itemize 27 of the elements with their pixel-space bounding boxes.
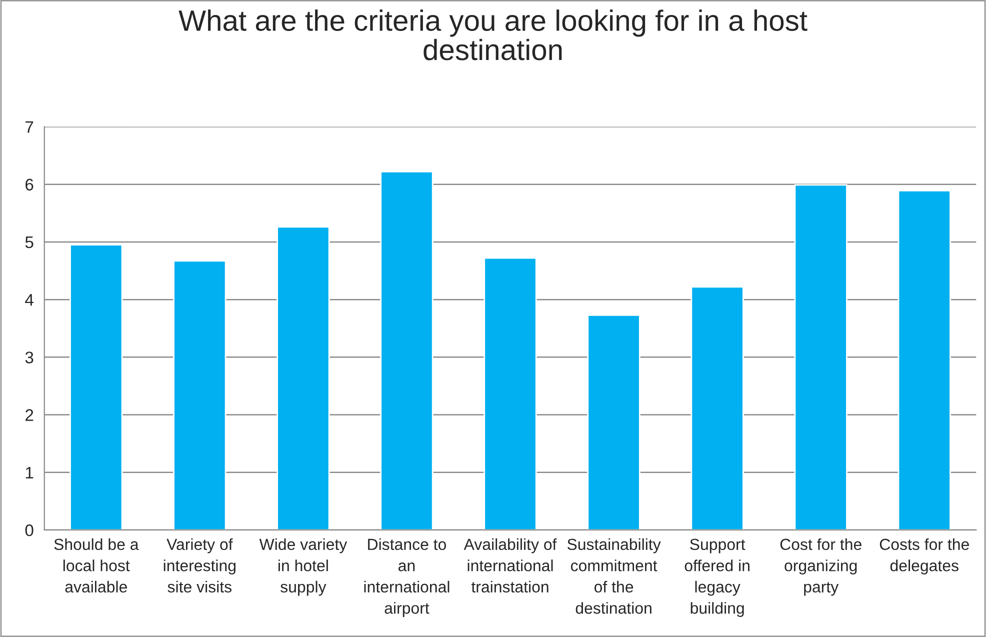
y-tick-label: 1 [26,466,34,478]
x-tick-label: Cost for the organizing party [780,538,862,596]
chart-title: What are the criteria you are looking for in a host destination [178,10,808,60]
x-tick-label: Availability of international trainstation [464,538,557,593]
y-tick-label: 5 [25,236,34,248]
x-tick-label: Variety of interesting site visits [164,538,236,593]
y-tick-label: 2 [26,409,34,421]
bar [380,171,434,530]
x-tick-label: Distance to an international airport [364,538,450,617]
y-tick-label: 7 [26,121,34,133]
bar [484,257,537,530]
bar [587,314,640,530]
x-tick-label: Costs for the delegates [880,538,969,574]
bar [690,286,744,530]
y-tick-label: 6 [26,178,34,191]
bar [173,260,226,530]
y-tick-label: 0 [25,524,34,536]
y-tick-label: 4 [25,294,34,306]
x-tick-label: Wide variety in hotel supply [259,538,348,596]
x-tick-label: Support offered in legacy building [684,538,750,617]
x-tick-label: Should be a local host available [54,538,139,593]
bar [70,244,123,530]
bar [898,190,951,530]
y-tick-label: 3 [25,352,34,364]
x-tick-label: Sustainability commitment of the destination [567,538,661,614]
bar [276,226,330,530]
bar [794,184,848,530]
